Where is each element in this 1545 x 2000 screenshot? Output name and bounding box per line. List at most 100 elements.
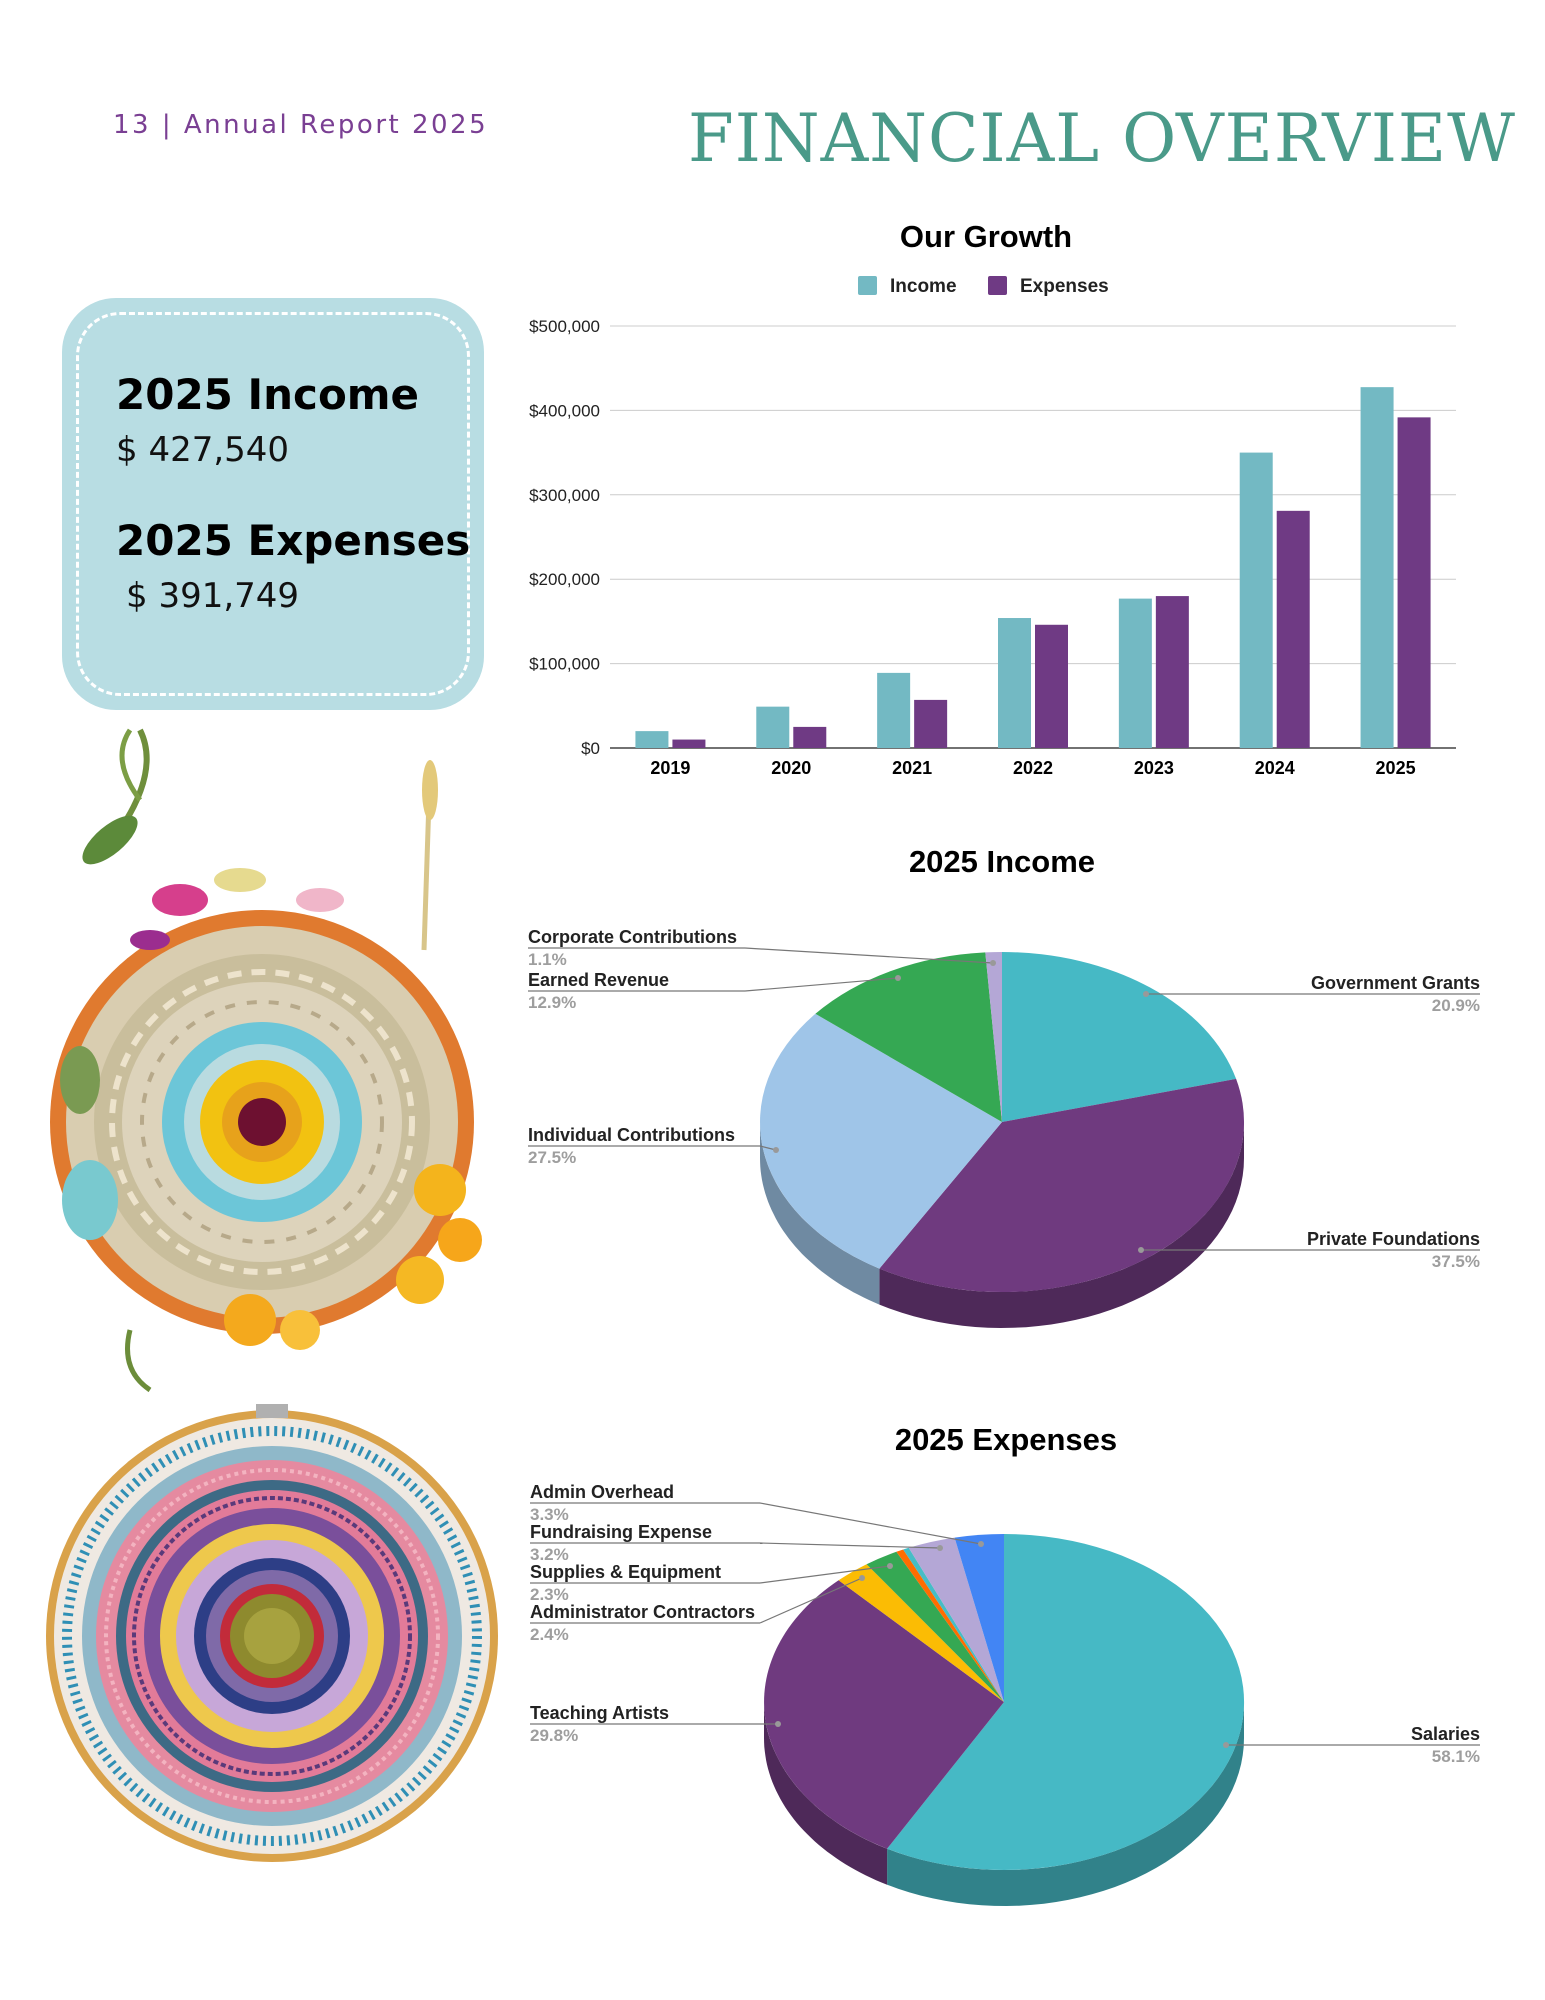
- leader-dot: [859, 1575, 865, 1581]
- x-tick-label: 2023: [1134, 758, 1174, 778]
- bar-expenses-2025: [1397, 417, 1431, 748]
- y-tick-label: $0: [581, 739, 600, 758]
- page-title: FINANCIAL OVERVIEW: [688, 100, 1516, 177]
- slice-label: Government Grants: [1311, 973, 1480, 993]
- leader-dot: [895, 975, 901, 981]
- legend-swatch-expenses: [988, 276, 1007, 295]
- income-heading: 2025 Income: [116, 370, 420, 419]
- slice-percent: 29.8%: [530, 1726, 578, 1745]
- slice-percent: 20.9%: [1432, 996, 1480, 1015]
- pie-slice-salaries: [887, 1534, 1245, 1870]
- leader-dot: [1138, 1247, 1144, 1253]
- y-tick-label: $200,000: [529, 570, 600, 589]
- weaving-with-flowers-image: [50, 728, 482, 1393]
- legend-label-expenses: Expenses: [1020, 276, 1109, 297]
- expenses-value: $ 391,749: [126, 576, 300, 616]
- leader-dot: [1223, 1742, 1229, 1748]
- x-tick-label: 2020: [771, 758, 811, 778]
- slice-label: Salaries: [1411, 1724, 1480, 1744]
- slice-percent: 12.9%: [528, 993, 576, 1012]
- leader-line: [759, 1577, 863, 1624]
- leader-line: [759, 1565, 891, 1584]
- y-tick-label: $500,000: [529, 317, 600, 336]
- slice-percent: 58.1%: [1432, 1747, 1480, 1766]
- bar-expenses-2023: [1155, 596, 1189, 748]
- slice-percent: 3.2%: [530, 1545, 569, 1564]
- slice-percent: 27.5%: [528, 1148, 576, 1167]
- bar-expenses-2021: [914, 699, 948, 748]
- pie-slice-corporate-contributions: [985, 952, 1002, 1122]
- income-value: $ 427,540: [116, 430, 290, 470]
- slice-label: Supplies & Equipment: [530, 1562, 721, 1582]
- pie-title: 2025 Expenses: [895, 1422, 1117, 1457]
- slice-label: Earned Revenue: [528, 970, 669, 990]
- leader-dot: [990, 960, 996, 966]
- x-tick-label: 2019: [650, 758, 690, 778]
- slice-label: Admin Overhead: [530, 1482, 674, 1502]
- y-tick-label: $300,000: [529, 486, 600, 505]
- legend-label-income: Income: [890, 276, 957, 297]
- legend-swatch-income: [858, 276, 877, 295]
- bar-income-2021: [877, 672, 911, 748]
- pie-slice-administrator-contractors: [838, 1564, 1004, 1702]
- leader-dot: [1143, 991, 1149, 997]
- pie-slice-private-foundations: [879, 1078, 1245, 1293]
- pie-slice-side: [887, 1702, 1244, 1906]
- pie-slice-unlabeled: [896, 1549, 1004, 1702]
- bar-expenses-2019: [672, 739, 706, 748]
- expenses-heading: 2025 Expenses: [116, 516, 471, 565]
- bar-income-2019: [635, 731, 669, 748]
- slice-label: Fundraising Expense: [530, 1522, 712, 1542]
- pie-slice-unlabeled: [903, 1547, 1004, 1702]
- x-tick-label: 2025: [1376, 758, 1416, 778]
- slice-percent: 1.1%: [528, 950, 567, 969]
- slice-label: Private Foundations: [1307, 1229, 1480, 1249]
- leader-dot: [887, 1563, 893, 1569]
- bar-expenses-2022: [1035, 624, 1068, 748]
- summary-card: 2025 Income $ 427,540 2025 Expenses $ 39…: [62, 298, 484, 710]
- slice-label: Individual Contributions: [528, 1125, 735, 1145]
- pie-slice-government-grants: [1002, 952, 1237, 1122]
- summary-card-border: [76, 312, 470, 696]
- leader-dot: [978, 1541, 984, 1547]
- bar-chart-title: Our Growth: [900, 219, 1072, 254]
- pie-slice-supplies-equipment: [866, 1551, 1004, 1702]
- pie-slice-side: [764, 1702, 888, 1885]
- leader-dot: [775, 1721, 781, 1727]
- pie-slice-earned-revenue: [815, 952, 1002, 1122]
- slice-percent: 2.3%: [530, 1585, 569, 1604]
- slice-percent: 37.5%: [1432, 1252, 1480, 1271]
- x-tick-label: 2024: [1255, 758, 1295, 778]
- slice-percent: 2.4%: [530, 1625, 569, 1644]
- bar-income-2022: [998, 618, 1031, 748]
- y-tick-label: $100,000: [529, 655, 600, 674]
- leader-line: [759, 1502, 982, 1545]
- bar-expenses-2024: [1276, 510, 1310, 748]
- y-tick-label: $400,000: [529, 401, 600, 420]
- bar-income-2023: [1118, 598, 1152, 748]
- pie-slice-individual-contributions: [760, 1013, 1002, 1269]
- embroidery-hoop-weaving-image: [46, 1404, 498, 1862]
- bar-income-2024: [1239, 452, 1273, 748]
- leader-dot: [773, 1147, 779, 1153]
- pie-title: 2025 Income: [909, 844, 1095, 879]
- pie-slice-side: [879, 1122, 1244, 1328]
- pie-slice-side: [760, 1122, 880, 1305]
- bar-income-2020: [756, 706, 790, 748]
- x-tick-label: 2021: [892, 758, 932, 778]
- bar-income-2025: [1360, 387, 1394, 748]
- slice-label: Teaching Artists: [530, 1703, 669, 1723]
- leader-line: [759, 1542, 941, 1549]
- leader-dot: [937, 1545, 943, 1551]
- page-label: 13 | Annual Report 2025: [113, 110, 489, 140]
- bar-expenses-2020: [793, 726, 827, 748]
- leader-line: [744, 977, 899, 992]
- x-tick-label: 2022: [1013, 758, 1053, 778]
- pie-slice-admin-overhead: [954, 1534, 1004, 1702]
- slice-label: Administrator Contractors: [530, 1602, 755, 1622]
- pie-slice-teaching-artists: [764, 1580, 1004, 1849]
- leader-line: [744, 947, 994, 964]
- slice-percent: 3.3%: [530, 1505, 569, 1524]
